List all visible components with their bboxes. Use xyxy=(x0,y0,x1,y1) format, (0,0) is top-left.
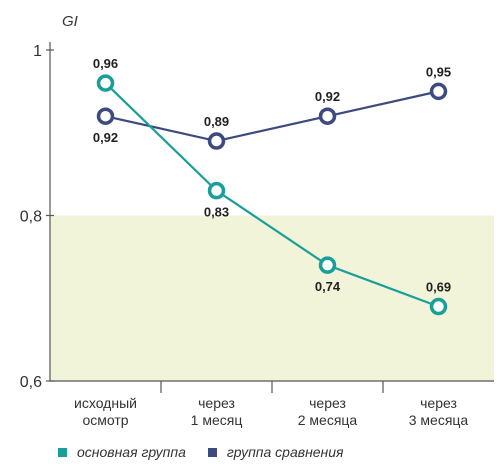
highlight-band xyxy=(50,215,494,381)
series-lines xyxy=(104,82,439,308)
data-label: 0,92 xyxy=(315,89,340,104)
x-tick-label: через 3 месяца xyxy=(409,395,469,428)
series-points xyxy=(96,74,448,316)
legend-swatch-comparison xyxy=(207,447,217,457)
legend-swatch-main xyxy=(58,447,67,457)
y-axis-label: GI xyxy=(62,13,78,30)
data-label: 0,92 xyxy=(93,130,118,145)
x-tick-label: исходный осмотр xyxy=(74,395,137,428)
legend: основная группа группа сравнения xyxy=(58,444,366,460)
data-point xyxy=(96,107,115,125)
legend-label-main: основная группа xyxy=(77,444,186,460)
data-label: 0,74 xyxy=(315,279,341,294)
data-point xyxy=(318,107,337,125)
data-point xyxy=(429,82,448,101)
data-point xyxy=(96,74,115,92)
data-label: 0,69 xyxy=(426,280,451,295)
data-point xyxy=(207,132,226,150)
data-point xyxy=(429,297,448,316)
data-point xyxy=(318,256,337,274)
data-point xyxy=(207,181,226,200)
y-tick-label: 0,8 xyxy=(20,209,42,226)
legend-label-comparison: группа сравнения xyxy=(226,444,344,460)
data-label: 0,89 xyxy=(204,114,229,129)
x-tick-label: через 1 месяц xyxy=(191,395,243,428)
legend-item-comparison: группа сравнения xyxy=(207,444,344,460)
y-tick-label: 0,6 xyxy=(20,374,42,391)
series-line-1 xyxy=(105,90,439,143)
data-label: 0,95 xyxy=(426,64,451,79)
axes: 0,6 0,8 1 GI исходный осмотр через 1 месяц через… xyxy=(20,13,494,428)
x-tick-label: через 2 месяца xyxy=(298,395,358,428)
legend-item-main: основная группа xyxy=(58,444,186,460)
y-tick-label: 1 xyxy=(33,43,42,60)
series-line-0 xyxy=(104,82,439,308)
data-labels: 0,96 0,83 0,74 0,69 0,92 0,89 0,92 0,95 xyxy=(93,56,451,294)
data-label: 0,83 xyxy=(204,205,229,220)
data-label: 0,96 xyxy=(93,56,118,71)
